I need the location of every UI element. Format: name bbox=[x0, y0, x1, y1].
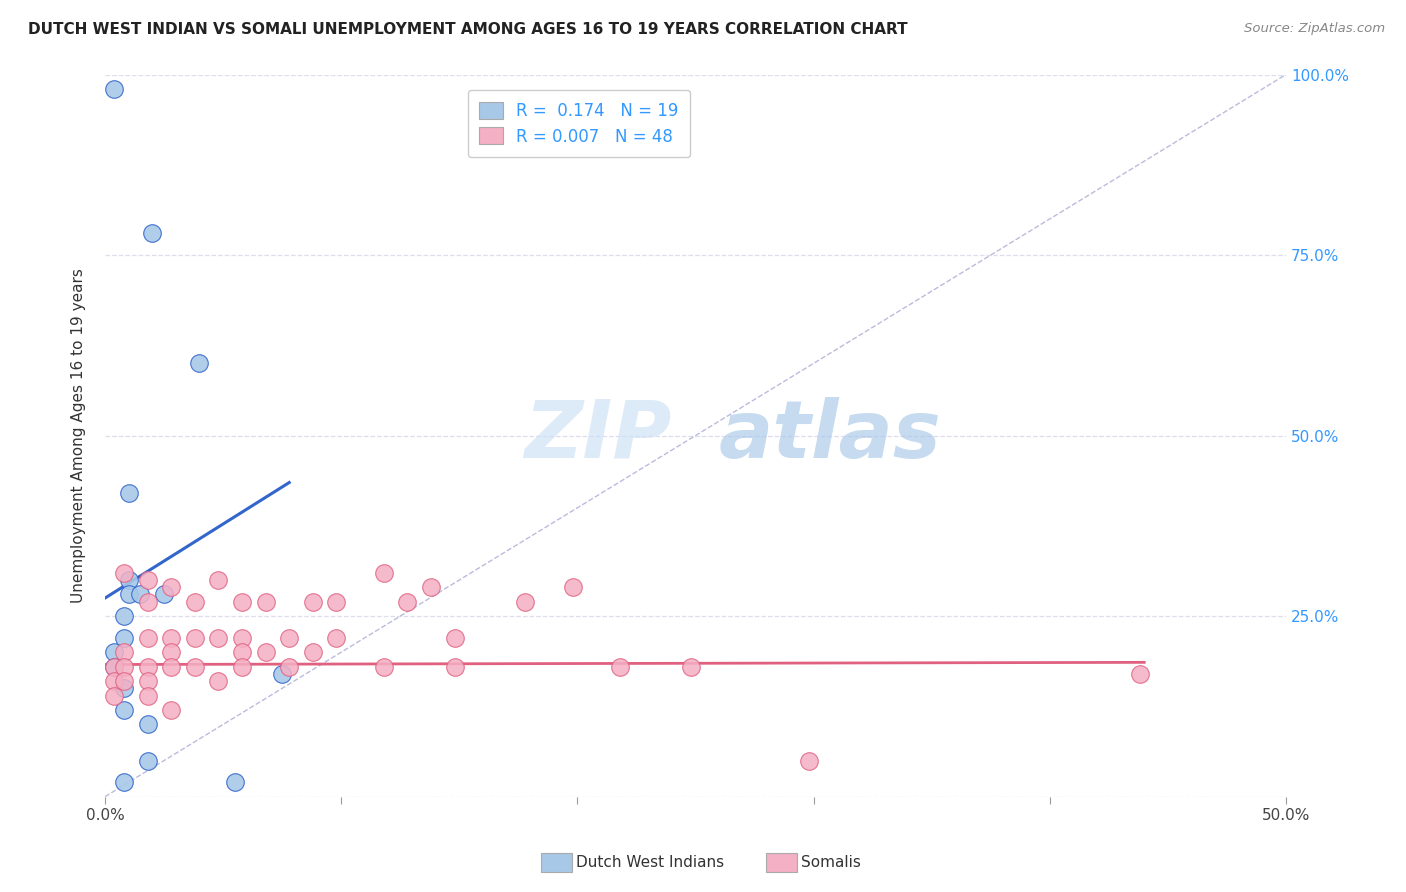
Point bbox=[609, 659, 631, 673]
Point bbox=[136, 689, 159, 703]
Point bbox=[103, 82, 125, 96]
Point bbox=[112, 631, 135, 645]
Point bbox=[254, 645, 277, 659]
Point bbox=[224, 775, 246, 789]
Point bbox=[112, 645, 135, 659]
Point bbox=[302, 595, 325, 609]
Point bbox=[373, 659, 395, 673]
Point bbox=[103, 689, 125, 703]
Point bbox=[136, 717, 159, 731]
Point bbox=[160, 580, 183, 594]
Point bbox=[103, 659, 125, 673]
Point bbox=[231, 595, 253, 609]
Point bbox=[153, 587, 176, 601]
Point bbox=[515, 595, 537, 609]
Point bbox=[443, 659, 465, 673]
Point bbox=[231, 631, 253, 645]
Point bbox=[325, 631, 347, 645]
Point bbox=[207, 631, 229, 645]
Point bbox=[184, 659, 207, 673]
Point bbox=[561, 580, 583, 594]
Point bbox=[278, 631, 301, 645]
Point bbox=[231, 659, 253, 673]
Legend: R =  0.174   N = 19, R = 0.007   N = 48: R = 0.174 N = 19, R = 0.007 N = 48 bbox=[468, 90, 690, 157]
Point bbox=[797, 754, 820, 768]
Point bbox=[112, 775, 135, 789]
Point bbox=[1128, 667, 1150, 681]
Y-axis label: Unemployment Among Ages 16 to 19 years: Unemployment Among Ages 16 to 19 years bbox=[72, 268, 86, 603]
Point bbox=[160, 703, 183, 717]
Point bbox=[141, 227, 163, 241]
Point bbox=[419, 580, 441, 594]
Point bbox=[302, 645, 325, 659]
Point bbox=[160, 645, 183, 659]
Text: atlas: atlas bbox=[718, 397, 942, 475]
Point bbox=[207, 674, 229, 689]
Point bbox=[136, 631, 159, 645]
Point bbox=[254, 595, 277, 609]
Point bbox=[188, 356, 211, 370]
Point bbox=[396, 595, 419, 609]
Point bbox=[112, 566, 135, 580]
Point bbox=[160, 631, 183, 645]
Point bbox=[136, 659, 159, 673]
Point bbox=[278, 659, 301, 673]
Point bbox=[160, 659, 183, 673]
Point bbox=[112, 674, 135, 689]
Point bbox=[136, 754, 159, 768]
Text: DUTCH WEST INDIAN VS SOMALI UNEMPLOYMENT AMONG AGES 16 TO 19 YEARS CORRELATION C: DUTCH WEST INDIAN VS SOMALI UNEMPLOYMENT… bbox=[28, 22, 908, 37]
Text: Source: ZipAtlas.com: Source: ZipAtlas.com bbox=[1244, 22, 1385, 36]
Point bbox=[112, 703, 135, 717]
Point bbox=[103, 674, 125, 689]
Point bbox=[184, 595, 207, 609]
Point bbox=[271, 667, 294, 681]
Point bbox=[112, 609, 135, 624]
Point bbox=[443, 631, 465, 645]
Text: ZIP: ZIP bbox=[524, 397, 672, 475]
Point bbox=[112, 659, 135, 673]
Point bbox=[136, 573, 159, 587]
Point bbox=[112, 681, 135, 696]
Point bbox=[117, 587, 139, 601]
Point bbox=[129, 587, 152, 601]
Point bbox=[136, 595, 159, 609]
Text: Dutch West Indians: Dutch West Indians bbox=[576, 855, 724, 870]
Text: Somalis: Somalis bbox=[801, 855, 862, 870]
Point bbox=[117, 573, 139, 587]
Point bbox=[103, 645, 125, 659]
Point bbox=[679, 659, 702, 673]
Point bbox=[207, 573, 229, 587]
Point bbox=[325, 595, 347, 609]
Point bbox=[136, 674, 159, 689]
Point bbox=[373, 566, 395, 580]
Point bbox=[184, 631, 207, 645]
Point bbox=[103, 659, 125, 673]
Point bbox=[231, 645, 253, 659]
Point bbox=[117, 486, 139, 500]
